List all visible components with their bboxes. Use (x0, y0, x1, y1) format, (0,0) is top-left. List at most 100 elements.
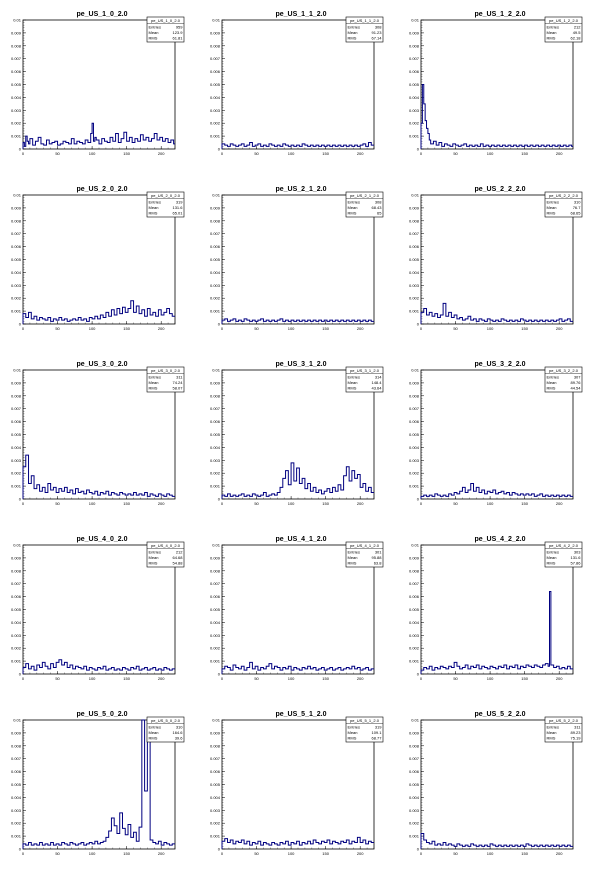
y-tick-label: 0.005 (210, 257, 221, 262)
stats-name: pe_US_5_2_2.0 (549, 718, 579, 723)
y-tick-label: 0.008 (11, 743, 22, 748)
histogram-panel: pe_US_4_1_2.0 0 0.001 0.002 0.003 0.004 0.005 0… (210, 536, 384, 681)
x-tick-label: 200 (158, 851, 165, 856)
stats-rms-label: RMS (348, 211, 357, 216)
y-tick-label: 0.003 (11, 458, 22, 463)
y-tick-label: 0.006 (11, 769, 22, 774)
stats-rms-value: 63.8 (374, 561, 383, 566)
histogram-line (22, 659, 175, 674)
y-tick-label: 0.003 (210, 283, 221, 288)
stats-mean-label: Mean (348, 730, 358, 735)
histogram-line (221, 318, 374, 324)
x-tick-label: 200 (556, 851, 563, 856)
stats-entries-label: Entries (547, 25, 559, 30)
y-tick-label: 0.002 (409, 296, 420, 301)
x-tick-label: 50 (453, 326, 458, 331)
stats-mean-label: Mean (547, 730, 557, 735)
stats-entries-label: Entries (348, 25, 360, 30)
x-tick-label: 200 (158, 151, 165, 156)
stats-name: pe_US_1_2_2.0 (549, 18, 579, 23)
panel-title: pe_US_5_1_2.0 (276, 711, 327, 718)
y-tick-label: 0.003 (11, 283, 22, 288)
y-tick-label: 0.008 (11, 568, 22, 573)
x-tick-label: 100 (288, 851, 295, 856)
stats-rms-label: RMS (547, 386, 556, 391)
y-tick-label: 0.01 (13, 368, 22, 373)
stats-mean-label: Mean (348, 555, 358, 560)
histogram-line (221, 142, 374, 149)
stats-mean-label: Mean (348, 380, 358, 385)
stats-box (146, 16, 185, 43)
x-tick-label: 150 (521, 676, 528, 681)
y-tick-label: 0.007 (11, 231, 22, 236)
stats-box (544, 16, 583, 43)
stats-rms-label: RMS (547, 211, 556, 216)
y-tick-label: 0.008 (210, 43, 221, 48)
stats-name: pe_US_5_0_2.0 (151, 718, 181, 723)
stats-name: pe_US_3_2_2.0 (549, 368, 579, 373)
y-tick-label: 0.004 (409, 445, 420, 450)
stats-name: pe_US_2_1_2.0 (350, 193, 380, 198)
y-tick-label: 0.004 (210, 620, 221, 625)
stats-mean-label: Mean (149, 555, 159, 560)
y-tick-label: 0.004 (210, 795, 221, 800)
y-tick-label: 0.009 (409, 730, 420, 735)
x-tick-label: 50 (55, 326, 60, 331)
y-tick-label: 0.008 (409, 43, 420, 48)
x-tick-label: 100 (288, 501, 295, 506)
y-tick-label: 0.005 (409, 607, 420, 612)
stats-entries-label: Entries (547, 550, 559, 555)
histogram-line (420, 302, 573, 324)
panel-title: pe_US_3_0_2.0 (77, 361, 128, 368)
x-tick-label: 100 (487, 501, 494, 506)
stats-rms-value: 65 (377, 211, 382, 216)
y-tick-label: 0.009 (409, 205, 420, 210)
x-tick-label: 50 (453, 676, 458, 681)
y-tick-label: 0.006 (11, 594, 22, 599)
stats-rms-value: 62.18 (570, 36, 581, 41)
y-tick-label: 0.007 (11, 406, 22, 411)
histogram-panel: pe_US_5_2_2.0 0 0.001 0.002 0.003 0.004 0.005 0… (409, 711, 583, 856)
y-tick-label: 0 (218, 847, 221, 852)
y-tick-label: 0.002 (210, 821, 221, 826)
y-tick-label: 0.002 (210, 121, 221, 126)
stats-mean-value: 123.9 (172, 30, 183, 35)
y-tick-label: 0.006 (210, 244, 221, 249)
stats-mean-value: 89.76 (570, 380, 581, 385)
y-tick-label: 0.004 (210, 95, 221, 100)
y-tick-label: 0.003 (11, 633, 22, 638)
stats-name: pe_US_4_1_2.0 (350, 543, 380, 548)
x-tick-label: 100 (89, 151, 96, 156)
y-tick-label: 0.01 (13, 18, 22, 23)
y-tick-label: 0.003 (409, 633, 420, 638)
stats-mean-value: 68.43 (371, 205, 382, 210)
stats-rms-value: 54.88 (172, 561, 183, 566)
y-tick-label: 0.003 (210, 458, 221, 463)
x-tick-label: 100 (288, 326, 295, 331)
stats-entries-value: 212 (574, 25, 581, 30)
x-tick-label: 150 (322, 501, 329, 506)
x-tick-label: 50 (55, 851, 60, 856)
stats-entries-value: 314 (375, 375, 382, 380)
y-tick-label: 0.004 (409, 620, 420, 625)
stats-entries-label: Entries (149, 550, 161, 555)
stats-box (544, 541, 583, 568)
stats-entries-label: Entries (149, 25, 161, 30)
x-tick-label: 0 (420, 151, 423, 156)
y-tick-label: 0.002 (11, 821, 22, 826)
y-tick-label: 0.001 (11, 484, 22, 489)
y-tick-label: 0.009 (210, 30, 221, 35)
y-tick-label: 0.001 (210, 309, 221, 314)
x-tick-label: 50 (55, 676, 60, 681)
y-tick-label: 0.007 (210, 581, 221, 586)
stats-rms-value: 58.07 (172, 386, 183, 391)
x-tick-label: 200 (556, 676, 563, 681)
histogram-line (420, 590, 573, 674)
stats-name: pe_US_4_0_2.0 (151, 543, 181, 548)
stats-name: pe_US_3_1_2.0 (350, 368, 380, 373)
y-tick-label: 0 (19, 847, 22, 852)
stats-mean-label: Mean (149, 730, 159, 735)
x-tick-label: 150 (322, 326, 329, 331)
x-tick-label: 150 (521, 151, 528, 156)
